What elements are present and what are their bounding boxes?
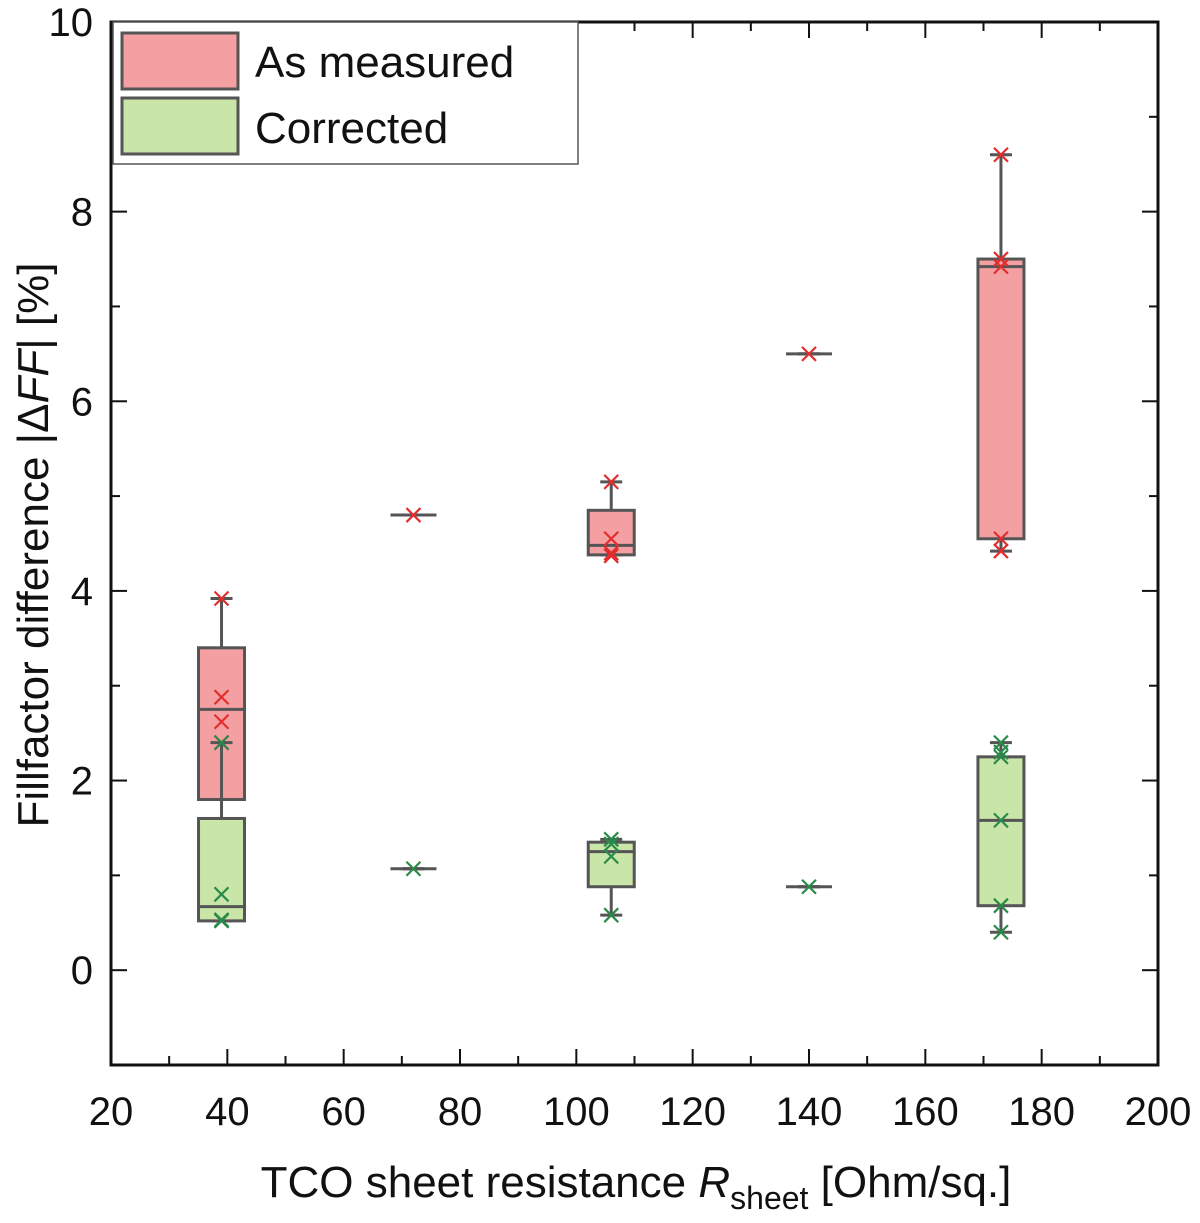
data-point [213, 734, 230, 751]
y-tick-label: 10 [49, 1, 94, 45]
legend-swatch-as-measured [120, 31, 240, 91]
x-tick-label: 80 [438, 1090, 483, 1134]
data-point [801, 346, 817, 362]
data-point [213, 913, 230, 929]
legend-swatch-corrected [120, 96, 240, 156]
box-group [976, 734, 1026, 941]
series-as-measured [197, 146, 1026, 802]
box-group [786, 878, 832, 895]
y-tick-label: 6 [71, 380, 93, 424]
x-axis-title: TCO sheet resistance Rsheet [Ohm/sq.] [261, 1158, 1012, 1216]
y-axis-tick-labels: 0 2 4 6 8 10 [49, 1, 94, 993]
series-corrected [197, 734, 1026, 941]
y-tick-label: 0 [71, 949, 93, 993]
x-tick-label: 40 [205, 1090, 250, 1134]
data-point [213, 886, 230, 903]
data-point [213, 590, 230, 607]
x-tick-label: 160 [892, 1090, 959, 1134]
legend-label-corrected: Corrected [255, 104, 448, 153]
data-point [993, 812, 1009, 829]
data-point [603, 548, 620, 564]
legend-label-as-measured: As measured [255, 38, 514, 87]
data-point [603, 907, 620, 923]
data-point [801, 878, 817, 895]
box-group [390, 860, 437, 877]
x-tick-label: 60 [321, 1090, 366, 1134]
data-point [993, 749, 1009, 765]
box [586, 508, 636, 557]
data-point [603, 545, 620, 561]
data-point [603, 836, 620, 852]
box-group [586, 474, 636, 564]
box-group [197, 734, 247, 929]
x-tick-label: 120 [659, 1090, 726, 1134]
data-point [993, 251, 1009, 267]
x-tick-label: 180 [1008, 1090, 1075, 1134]
y-tick-label: 4 [71, 570, 93, 614]
data-point [603, 474, 620, 490]
x-tick-label: 20 [89, 1090, 134, 1134]
x-tick-label: 200 [1125, 1090, 1192, 1134]
data-point [993, 897, 1009, 914]
data-point [603, 848, 620, 865]
data-point [993, 924, 1009, 941]
data-point [213, 689, 230, 705]
box [586, 840, 636, 889]
y-tick-label: 8 [71, 191, 93, 235]
data-point [993, 146, 1009, 163]
box-group [786, 346, 832, 362]
data-point [603, 530, 620, 547]
y-axis-title: Fillfactor difference |ΔFF| [%] [9, 263, 58, 828]
x-axis-tick-labels: 20 40 60 80 100 120 140 160 180 200 [89, 1090, 1192, 1134]
data-point [405, 507, 422, 523]
data-point [993, 530, 1009, 547]
data-point [603, 831, 620, 848]
box [976, 257, 1026, 541]
data-point [993, 258, 1009, 275]
data-point [213, 713, 230, 730]
box [976, 755, 1026, 908]
data-point [993, 543, 1009, 559]
y-tick-label: 2 [71, 760, 93, 804]
box-group [976, 146, 1026, 559]
box-group [586, 831, 636, 923]
data-point [993, 744, 1009, 760]
box-group [390, 507, 437, 523]
data-point [405, 860, 422, 877]
legend: As measured Corrected [112, 21, 579, 165]
box-plot-series [197, 146, 1026, 941]
x-tick-label: 100 [543, 1090, 610, 1134]
plot-area-frame [109, 20, 1160, 1067]
x-tick-label: 140 [776, 1090, 843, 1134]
